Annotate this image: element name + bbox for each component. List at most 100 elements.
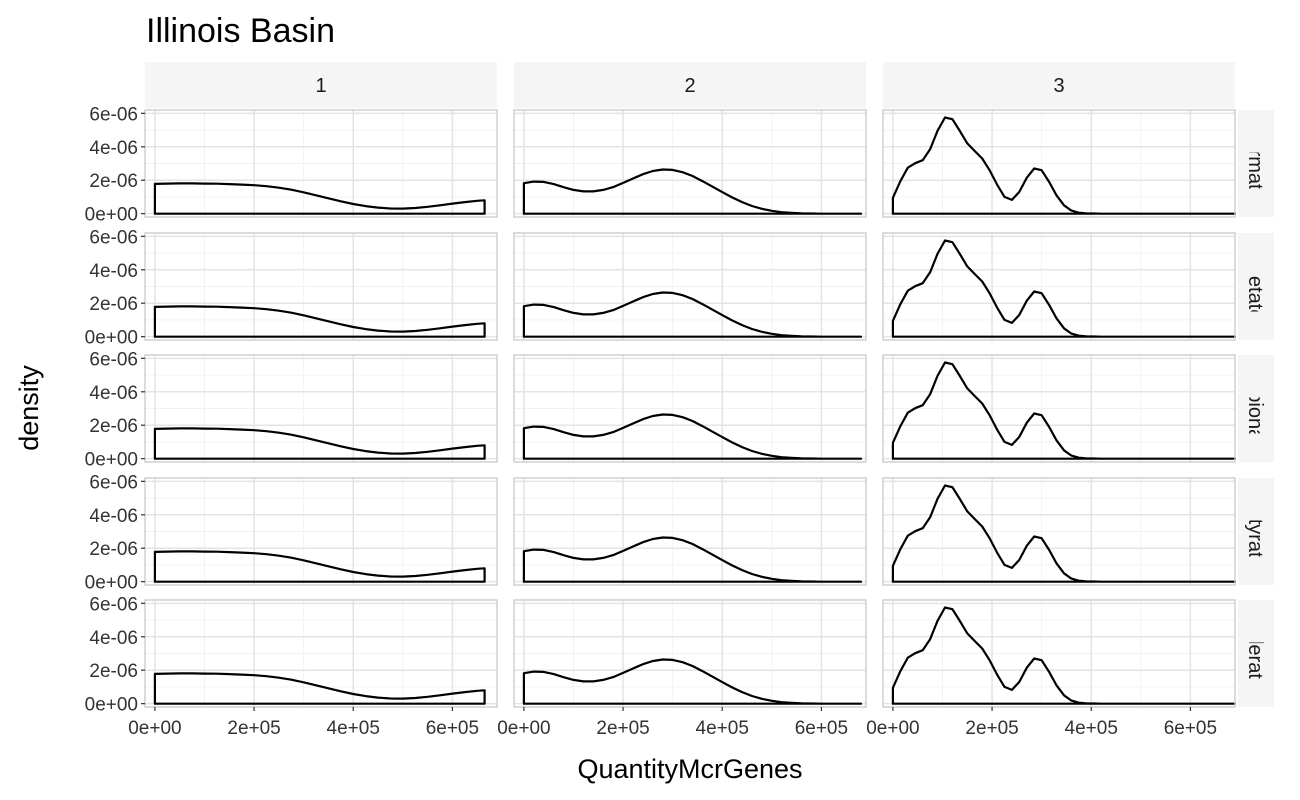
column-strip-bg <box>514 62 866 108</box>
density-curve-formate-2 <box>522 168 863 215</box>
panel-grid <box>144 109 1237 708</box>
density-curve-formate-3 <box>891 116 1237 215</box>
density-curve-propionate-3 <box>891 361 1237 460</box>
density-curve-propionate-1 <box>153 427 486 460</box>
panel-border <box>144 109 498 218</box>
panel-border <box>144 354 498 463</box>
density-curve-valerate-1 <box>153 672 486 705</box>
panel-border <box>144 599 498 708</box>
panel-butyrate-2 <box>513 477 867 586</box>
panel-formate-3 <box>882 109 1237 218</box>
x-tick-label: 0e+00 <box>128 718 181 739</box>
panel-butyrate-1 <box>144 477 498 586</box>
y-tick-label: 6e-06 <box>89 594 138 615</box>
panel-border <box>513 109 867 218</box>
row-strip-label: Formate <box>1244 126 1266 200</box>
density-curve-butyrate-2 <box>522 536 863 583</box>
row-strip-valerate: Valerate <box>1238 600 1274 707</box>
row-strip-label: Butyrate <box>1244 494 1266 568</box>
density-curve-acetate-2 <box>522 291 863 338</box>
panel-border <box>513 354 867 463</box>
panel-formate-1 <box>144 109 498 218</box>
panel-border <box>513 599 867 708</box>
row-strip-label: Acetate <box>1244 253 1266 321</box>
row-strip-bg <box>1238 355 1274 462</box>
panel-border <box>882 599 1236 708</box>
y-tick-label: 4e-06 <box>89 383 138 404</box>
density-curve-propionate-2 <box>522 413 863 460</box>
panel-border <box>882 354 1236 463</box>
density-curve-butyrate-3 <box>891 484 1237 583</box>
row-strip-label: Propionate <box>1244 360 1266 457</box>
x-tick-label: 0e+00 <box>866 718 919 739</box>
panel-border <box>144 477 498 586</box>
row-strip-butyrate: Butyrate <box>1238 478 1274 585</box>
column-strip-label: 1 <box>315 75 326 97</box>
panel-border <box>144 232 498 341</box>
density-curve-acetate-1 <box>153 305 486 338</box>
chart-title: Illinois Basin <box>146 12 335 50</box>
y-tick-label: 6e-06 <box>89 349 138 370</box>
panel-propionate-2 <box>513 354 867 463</box>
row-strips: Formate Acetate Propionate Butyrate Valerate <box>1238 110 1274 707</box>
y-tick-label: 4e-06 <box>89 261 138 282</box>
density-curve-valerate-2 <box>522 658 863 705</box>
panel-acetate-1 <box>144 232 498 341</box>
y-tick-label: 2e-06 <box>89 661 138 682</box>
y-tick-label: 2e-06 <box>89 416 138 437</box>
density-curve-acetate-3 <box>891 239 1237 338</box>
x-tick-label: 0e+00 <box>497 718 550 739</box>
x-tick-label: 2e+05 <box>227 718 280 739</box>
y-tick-label: 6e-06 <box>89 472 138 493</box>
x-tick-label: 6e+05 <box>426 718 479 739</box>
column-strip-3: 3 <box>883 62 1235 108</box>
column-strip-label: 2 <box>684 75 695 97</box>
y-tick-label: 0e+00 <box>85 450 138 471</box>
x-tick-label: 2e+05 <box>965 718 1018 739</box>
row-strip-label: Valerate <box>1244 617 1266 690</box>
row-strip-bg <box>1238 478 1274 585</box>
y-tick-label: 6e-06 <box>89 104 138 125</box>
panel-acetate-2 <box>513 232 867 341</box>
density-curve-butyrate-1 <box>153 550 486 583</box>
panel-border <box>513 232 867 341</box>
column-strip-1: 1 <box>145 62 497 108</box>
panel-propionate-1 <box>144 354 498 463</box>
panel-propionate-3 <box>882 354 1237 463</box>
y-tick-label: 6e-06 <box>89 227 138 248</box>
column-strip-label: 3 <box>1053 75 1064 97</box>
y-tick-label: 0e+00 <box>85 205 138 226</box>
x-axis-title: QuantityMcrGenes <box>577 754 802 784</box>
x-tick-label: 6e+05 <box>795 718 848 739</box>
panel-acetate-3 <box>882 232 1237 341</box>
y-tick-label: 2e-06 <box>89 171 138 192</box>
column-strips: 1 2 3 <box>145 62 1235 108</box>
y-tick-label: 4e-06 <box>89 628 138 649</box>
x-axis-tick-labels: 0e+00 2e+05 4e+05 6e+05 0e+00 2e+05 4e+05 6e+05… <box>128 707 1217 739</box>
x-tick-label: 2e+05 <box>596 718 649 739</box>
panel-formate-2 <box>513 109 867 218</box>
panel-butyrate-3 <box>882 477 1237 586</box>
y-tick-label: 4e-06 <box>89 138 138 159</box>
x-tick-label: 6e+05 <box>1164 718 1217 739</box>
y-tick-label: 2e-06 <box>89 294 138 315</box>
row-strip-bg <box>1238 600 1274 707</box>
density-curve-formate-1 <box>153 182 486 215</box>
y-tick-label: 0e+00 <box>85 328 138 349</box>
row-strip-propionate: Propionate <box>1238 355 1274 462</box>
panel-border <box>882 477 1236 586</box>
column-strip-2: 2 <box>514 62 866 108</box>
panel-border <box>882 232 1236 341</box>
x-tick-label: 4e+05 <box>327 718 380 739</box>
y-tick-label: 0e+00 <box>85 573 138 594</box>
y-tick-label: 2e-06 <box>89 539 138 560</box>
y-tick-label: 0e+00 <box>85 695 138 716</box>
x-tick-label: 4e+05 <box>696 718 749 739</box>
row-strip-bg <box>1238 110 1274 217</box>
density-curve-valerate-3 <box>891 606 1237 705</box>
x-tick-label: 4e+05 <box>1065 718 1118 739</box>
y-axis-tick-labels: 0e+002e-064e-066e-060e+002e-064e-066e-06… <box>85 104 145 716</box>
panel-valerate-2 <box>513 599 867 708</box>
panel-valerate-1 <box>144 599 498 708</box>
